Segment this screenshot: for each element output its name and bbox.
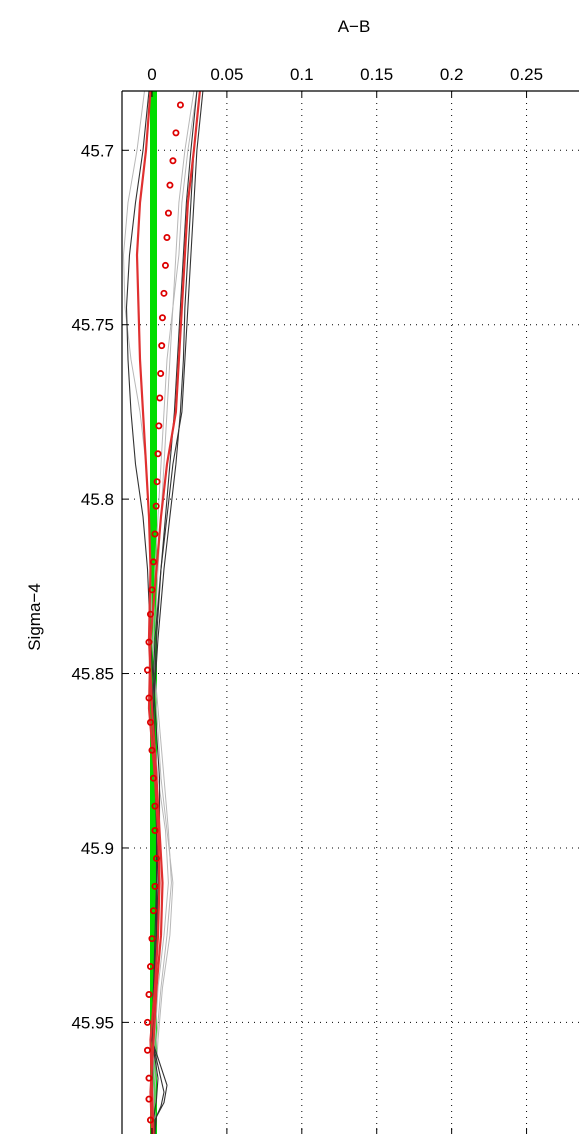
data-marker bbox=[152, 854, 160, 862]
data-marker bbox=[161, 261, 169, 269]
series-line-dark bbox=[151, 90, 201, 1134]
data-marker bbox=[149, 907, 157, 915]
data-marker bbox=[146, 610, 154, 618]
data-marker bbox=[151, 882, 159, 890]
data-marker bbox=[148, 746, 156, 754]
data-marker bbox=[156, 394, 164, 402]
x-tick-label: 0.25 bbox=[510, 65, 543, 84]
data-marker bbox=[146, 1116, 154, 1124]
data-marker bbox=[143, 666, 151, 674]
tick-labels: 0 0.05 0.1 0.15 0.2 0.25 45.7 45.75 45.8 45.85 45.… bbox=[71, 65, 543, 1032]
data-marker bbox=[145, 1074, 153, 1082]
data-marker bbox=[143, 1046, 151, 1054]
data-marker bbox=[157, 370, 165, 378]
series-line-dark bbox=[151, 90, 198, 1134]
axes bbox=[121, 90, 579, 1134]
data-marker bbox=[146, 718, 154, 726]
series-line-mean bbox=[147, 90, 201, 1134]
data-marker bbox=[176, 101, 184, 109]
x-tick-label: 0 bbox=[147, 65, 156, 84]
y-tick-label: 45.9 bbox=[81, 839, 114, 858]
series-line-dark bbox=[151, 90, 204, 1134]
series-line-light bbox=[123, 90, 172, 1134]
data-marker bbox=[152, 502, 160, 510]
data-marker bbox=[149, 774, 157, 782]
series-line-mean bbox=[135, 90, 164, 1134]
data-marker bbox=[163, 234, 171, 242]
data-marker bbox=[149, 558, 157, 566]
data-marker bbox=[166, 181, 174, 189]
plot-series bbox=[123, 90, 204, 1134]
data-marker bbox=[145, 990, 153, 998]
data-marker bbox=[158, 342, 166, 350]
x-tick-label: 0.15 bbox=[360, 65, 393, 84]
series-line-light bbox=[151, 90, 195, 1134]
data-marker bbox=[148, 586, 156, 594]
data-marker bbox=[151, 530, 159, 538]
x-axis-label: A−B bbox=[338, 17, 371, 36]
data-marker bbox=[151, 827, 159, 835]
data-marker bbox=[145, 1095, 153, 1103]
data-marker bbox=[145, 638, 153, 646]
data-marker bbox=[153, 478, 161, 486]
data-marker bbox=[164, 209, 172, 217]
data-marker bbox=[148, 935, 156, 943]
x-tick-label: 0.1 bbox=[290, 65, 314, 84]
y-tick-label: 45.85 bbox=[71, 665, 114, 684]
y-tick-label: 45.75 bbox=[71, 316, 114, 335]
y-tick-label: 45.8 bbox=[81, 490, 114, 509]
x-tick-label: 0.05 bbox=[210, 65, 243, 84]
grid-lines bbox=[122, 91, 579, 1134]
y-axis-label: Sigma−4 bbox=[25, 583, 44, 651]
data-marker bbox=[160, 289, 168, 297]
x-tick-label: 0.2 bbox=[440, 65, 464, 84]
data-marker bbox=[151, 802, 159, 810]
y-tick-label: 45.7 bbox=[81, 141, 114, 160]
data-marker bbox=[155, 422, 163, 430]
data-marker bbox=[154, 450, 162, 458]
data-marker bbox=[169, 157, 177, 165]
data-marker bbox=[143, 1018, 151, 1026]
y-tick-label: 45.95 bbox=[71, 1013, 114, 1032]
data-marker bbox=[172, 129, 180, 137]
data-marker bbox=[145, 694, 153, 702]
data-marker bbox=[146, 963, 154, 971]
data-marker bbox=[158, 314, 166, 322]
